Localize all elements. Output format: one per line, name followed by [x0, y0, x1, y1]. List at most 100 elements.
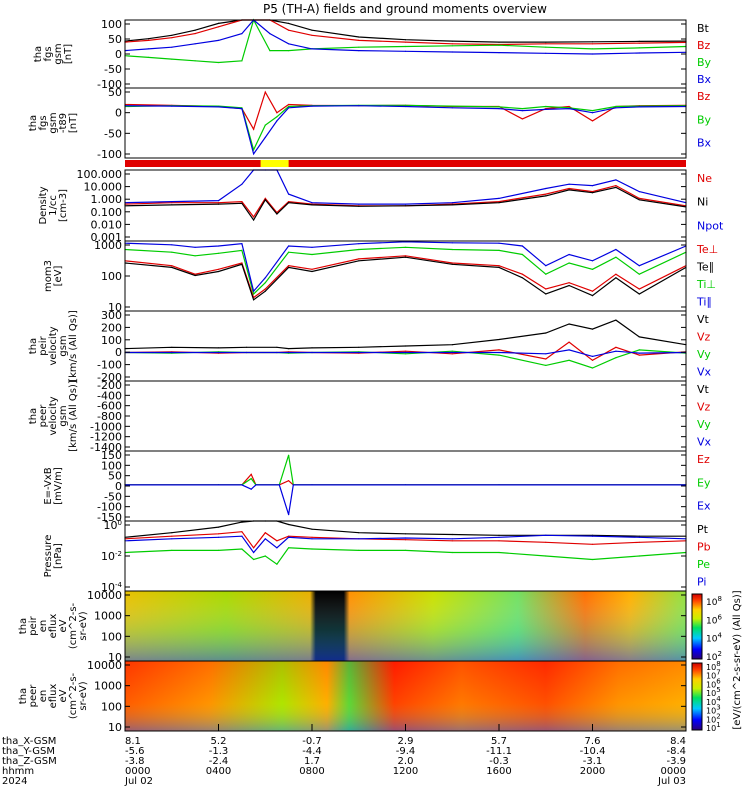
point-Ey [288, 454, 290, 456]
y-tick-label: 50 [108, 33, 122, 46]
series-Bt [124, 19, 687, 43]
point-Vy [545, 364, 547, 366]
point-Vy [615, 357, 617, 359]
point-Bt [171, 34, 173, 36]
point-Ti⊥ [404, 246, 407, 248]
y-tick-label: -400 [97, 389, 122, 402]
point-Ti∥ [521, 245, 524, 247]
point-Bx [451, 51, 453, 53]
point-Vz [638, 354, 640, 356]
point-Pt [311, 528, 313, 530]
x-tick-label: -3.9 [666, 756, 686, 767]
x-tick-label: 0000 [661, 766, 686, 777]
y-axis-label: velocity [48, 396, 59, 435]
point-Pt [498, 534, 500, 536]
point-Pe [545, 555, 547, 557]
point-Vx [591, 355, 594, 357]
y-tick-label: -800 [97, 410, 122, 423]
point-Bx [591, 53, 594, 55]
point-By [288, 105, 290, 108]
point-Te⊥ [498, 265, 500, 267]
point-Npot [615, 179, 617, 181]
point-Pb [241, 531, 243, 533]
point-Ni [253, 219, 255, 221]
series-Vt [124, 319, 687, 350]
legend-Vt: Vt [697, 383, 710, 396]
y-tick-label: 100.000 [77, 168, 123, 181]
colorbar-upper [691, 593, 703, 660]
point-Pb [171, 535, 173, 537]
series-By [124, 18, 687, 64]
point-Ti⊥ [498, 249, 500, 251]
point-Pi [638, 536, 640, 538]
point-Ti⊥ [358, 248, 360, 251]
point-Vx [288, 351, 290, 354]
legend-Ti∥: Ti∥ [696, 296, 712, 309]
point-Ti⊥ [615, 256, 617, 258]
y-axis-label: (cm^2-s- [68, 602, 79, 649]
point-Ti⊥ [194, 255, 196, 257]
y-tick-label: 0.010 [91, 218, 123, 231]
x-tick-label: 1.7 [304, 756, 320, 767]
x-tick-label: Jul 03 [657, 776, 686, 787]
point-Ti∥ [545, 265, 547, 267]
y-tick-label: 0.001 [91, 231, 123, 244]
point-Vt [615, 319, 617, 321]
point-Pb [217, 533, 220, 535]
point-Te∥ [241, 263, 243, 265]
panel-velocity-peer: -200-400-600-800-1000-1200-1400 tha peer ve… [28, 379, 712, 454]
x-tick-label: -3.1 [583, 756, 603, 767]
point-Ne [498, 201, 500, 203]
point-Ti∥ [253, 290, 255, 292]
point-Ti⊥ [568, 262, 570, 264]
y-axis-label: tha [18, 618, 29, 634]
legend-By: By [697, 113, 712, 126]
x-tick-label: -10.4 [580, 746, 606, 757]
legend-Pe: Pe [697, 558, 710, 571]
point-Bx [498, 108, 500, 110]
x-tick-label: -2.4 [209, 756, 229, 767]
point-Bx [264, 136, 266, 138]
point-Pi [451, 538, 453, 540]
point-Vy [568, 359, 570, 361]
point-Ti⊥ [264, 282, 266, 284]
point-Vz [498, 349, 500, 351]
point-By [264, 124, 266, 126]
point-Ez [250, 473, 252, 475]
point-Bx [253, 153, 255, 155]
point-Te⊥ [591, 290, 594, 292]
point-Pe [171, 549, 173, 552]
y-axis-label: velocity [48, 326, 59, 365]
legend-Npot: Npot [697, 219, 724, 232]
panel-peer-spectrogram: 10000 1000 100 10 tha peer en eflux eV (cm^2-s-sr… [18, 659, 687, 734]
x-tick-label: -5.6 [125, 746, 145, 757]
y-axis-label: [eV] [53, 266, 64, 287]
legend-Vy: Vy [697, 348, 711, 361]
legend-Bz: Bz [697, 39, 711, 52]
y-tick-label: 100 [104, 519, 122, 532]
point-By [276, 116, 278, 118]
point-Te∥ [498, 266, 500, 268]
point-Bt [194, 29, 196, 31]
point-By [451, 105, 453, 107]
x-row-label: tha_X-GSM [2, 736, 56, 747]
point-Ni [568, 189, 570, 191]
plot-title: P5 (TH-A) fields and ground moments over… [263, 2, 547, 16]
point-Pe [276, 563, 278, 565]
point-Ti∥ [311, 246, 313, 248]
point-Pe [358, 549, 360, 552]
legend-Te∥: Te∥ [696, 261, 714, 274]
point-Bt [451, 40, 453, 42]
point-Ex [250, 488, 252, 490]
point-Te⊥ [568, 282, 570, 284]
point-Bt [638, 40, 640, 43]
y-tick-label: 100 [101, 270, 122, 283]
point-Te∥ [638, 293, 640, 295]
y-axis-label: tha [28, 338, 39, 354]
y-tick-label: -1200 [90, 431, 122, 444]
point-Ni [311, 204, 313, 206]
y-tick-label: 10.000 [84, 181, 123, 194]
